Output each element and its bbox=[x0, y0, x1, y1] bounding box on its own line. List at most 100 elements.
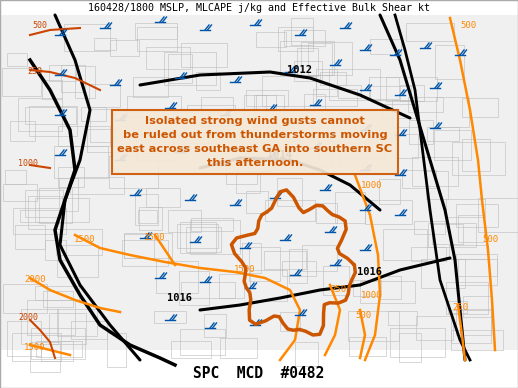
Bar bbox=[54, 146, 108, 178]
Bar bbox=[321, 72, 346, 85]
Bar bbox=[25, 191, 63, 217]
Bar bbox=[301, 42, 352, 75]
Bar bbox=[136, 135, 178, 160]
Bar bbox=[256, 32, 286, 47]
Bar bbox=[226, 151, 257, 184]
Bar bbox=[133, 77, 168, 97]
Bar bbox=[12, 333, 61, 361]
Bar bbox=[204, 314, 226, 338]
Bar bbox=[436, 97, 469, 126]
Bar bbox=[254, 95, 276, 127]
Bar bbox=[21, 309, 58, 344]
Bar bbox=[369, 77, 399, 99]
Bar bbox=[295, 342, 319, 365]
Text: 1012: 1012 bbox=[287, 65, 312, 75]
Bar bbox=[69, 177, 124, 194]
Text: 1000: 1000 bbox=[361, 291, 383, 300]
Text: 1500: 1500 bbox=[74, 236, 96, 244]
Bar bbox=[181, 282, 235, 298]
Text: 1014: 1014 bbox=[267, 150, 293, 160]
Bar bbox=[36, 341, 82, 357]
Bar bbox=[41, 341, 73, 361]
Bar bbox=[250, 270, 287, 301]
Bar bbox=[446, 199, 485, 217]
Bar bbox=[219, 274, 244, 298]
Bar bbox=[256, 95, 284, 116]
Bar bbox=[42, 80, 62, 99]
Bar bbox=[280, 41, 334, 75]
Bar bbox=[349, 311, 399, 341]
Bar bbox=[456, 255, 497, 276]
Bar bbox=[168, 54, 192, 83]
Bar bbox=[20, 210, 63, 222]
Bar bbox=[49, 66, 76, 81]
Bar bbox=[58, 167, 83, 187]
Bar bbox=[138, 210, 156, 223]
Bar bbox=[127, 95, 181, 116]
Bar bbox=[6, 170, 25, 184]
Bar bbox=[380, 275, 401, 299]
Bar bbox=[449, 245, 488, 259]
Bar bbox=[426, 171, 448, 199]
Bar bbox=[241, 243, 261, 273]
Bar bbox=[25, 107, 76, 125]
Bar bbox=[57, 126, 110, 146]
Bar bbox=[220, 338, 256, 358]
Bar bbox=[146, 47, 190, 69]
Bar bbox=[297, 133, 319, 161]
Bar bbox=[458, 215, 484, 242]
Bar bbox=[370, 40, 401, 54]
Bar bbox=[458, 258, 497, 284]
Bar bbox=[278, 27, 313, 51]
Bar bbox=[421, 260, 465, 288]
Bar bbox=[186, 104, 235, 125]
Bar bbox=[414, 221, 444, 234]
Bar bbox=[313, 89, 357, 106]
Bar bbox=[18, 98, 62, 131]
Bar bbox=[297, 137, 332, 166]
Bar bbox=[335, 192, 365, 223]
Bar bbox=[332, 143, 384, 158]
Bar bbox=[379, 180, 400, 204]
Bar bbox=[291, 18, 313, 45]
Bar bbox=[361, 281, 415, 303]
Bar bbox=[427, 126, 459, 141]
Bar bbox=[202, 97, 233, 126]
Bar bbox=[75, 66, 95, 99]
Bar bbox=[409, 120, 433, 144]
Bar bbox=[297, 48, 318, 76]
Text: Isolated strong wind gusts cannot
be ruled out from thunderstorms moving
east ac: Isolated strong wind gusts cannot be rul… bbox=[118, 116, 393, 168]
Bar bbox=[7, 53, 26, 66]
Bar bbox=[190, 220, 240, 254]
Bar bbox=[304, 94, 325, 109]
Bar bbox=[462, 98, 498, 117]
Bar bbox=[124, 233, 172, 258]
Bar bbox=[452, 142, 506, 175]
Bar bbox=[390, 327, 444, 357]
Text: 500: 500 bbox=[33, 21, 48, 31]
Bar bbox=[416, 316, 453, 340]
Bar bbox=[479, 198, 518, 232]
Bar bbox=[338, 85, 361, 98]
Bar bbox=[7, 321, 41, 355]
Bar bbox=[282, 261, 315, 276]
Bar bbox=[448, 301, 467, 314]
Bar bbox=[44, 291, 73, 307]
Bar bbox=[399, 333, 421, 362]
Bar bbox=[27, 196, 62, 229]
Bar bbox=[251, 156, 270, 171]
Bar bbox=[88, 129, 138, 152]
Bar bbox=[141, 123, 183, 153]
Bar bbox=[191, 218, 233, 231]
Bar bbox=[62, 65, 84, 92]
Bar bbox=[122, 240, 168, 266]
Bar bbox=[109, 156, 157, 188]
Bar bbox=[246, 90, 287, 106]
Text: SPC  MCD  #0482: SPC MCD #0482 bbox=[193, 367, 325, 381]
Text: 250: 250 bbox=[452, 303, 468, 312]
Bar bbox=[35, 286, 79, 300]
Bar bbox=[81, 107, 106, 121]
Text: 2000: 2000 bbox=[18, 314, 38, 322]
Bar bbox=[137, 27, 177, 51]
Bar bbox=[10, 121, 35, 141]
